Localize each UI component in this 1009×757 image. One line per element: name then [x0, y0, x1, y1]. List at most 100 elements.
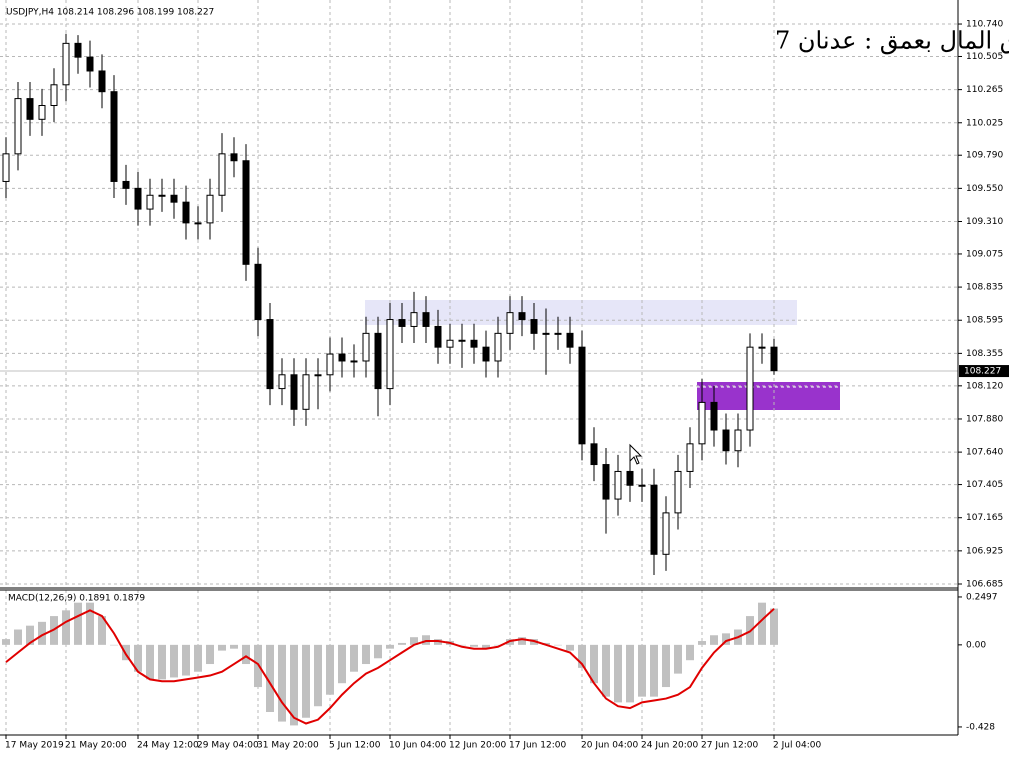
- candle-body: [110, 91, 118, 182]
- macd-bar: [302, 644, 310, 718]
- macd-bar: [338, 644, 346, 684]
- y-tick-label: 110.505: [966, 52, 1003, 62]
- candle-body: [326, 353, 334, 376]
- x-tick-label: 21 May 20:00: [65, 741, 127, 751]
- candle-body: [410, 312, 418, 327]
- macd-bar: [230, 644, 238, 649]
- y-tick-label: -0.428: [966, 722, 995, 732]
- y-tick-label: 0.00: [966, 640, 986, 650]
- candle-body: [470, 339, 478, 348]
- candle-body: [362, 332, 370, 362]
- x-tick-label: 10 Jun 04:00: [389, 741, 446, 751]
- macd-bar: [410, 637, 418, 645]
- candle-body: [398, 319, 406, 327]
- x-tick-label: 20 Jun 04:00: [581, 741, 638, 751]
- macd-bar: [182, 644, 190, 676]
- x-tick-label: 2 Jul 04:00: [773, 741, 822, 751]
- y-tick-label: 107.165: [966, 513, 1003, 523]
- candle-body: [386, 319, 394, 390]
- candle-body: [734, 429, 742, 452]
- candle-body: [218, 153, 226, 196]
- candle-body: [722, 429, 730, 452]
- candle-body: [338, 353, 346, 362]
- candle-body: [182, 201, 190, 224]
- macd-bar: [290, 644, 298, 726]
- candle-body: [770, 346, 778, 372]
- y-tick-label: 0.2497: [966, 592, 998, 602]
- x-tick-label: 24 Jun 20:00: [641, 741, 698, 751]
- candle-body: [566, 332, 574, 348]
- macd-bar: [602, 644, 610, 697]
- candle-body: [530, 319, 538, 334]
- macd-bar: [170, 644, 178, 678]
- candle-body: [458, 339, 466, 342]
- x-tick-label: 24 May 12:00: [137, 741, 199, 751]
- macd-bar: [242, 644, 250, 665]
- macd-bar: [470, 644, 478, 647]
- candle-body: [158, 194, 166, 197]
- y-tick-label: 109.550: [966, 184, 1003, 194]
- candle-body: [518, 312, 526, 321]
- macd-bar: [482, 644, 490, 649]
- candle-body: [302, 374, 310, 410]
- y-tick-label: 109.790: [966, 151, 1003, 161]
- macd-bar: [554, 644, 562, 646]
- x-tick-label: 27 Jun 12:00: [701, 741, 758, 751]
- candle-body: [2, 153, 10, 182]
- candle-body: [170, 194, 178, 203]
- macd-bar: [350, 644, 358, 672]
- macd-bar: [518, 637, 526, 645]
- macd-bar: [158, 644, 166, 680]
- candle-body: [710, 401, 718, 431]
- x-tick-label: 17 May 2019: [5, 741, 64, 751]
- macd-bar: [626, 644, 634, 703]
- candle-body: [374, 332, 382, 390]
- macd-bar: [578, 644, 586, 668]
- macd-bar: [206, 644, 214, 665]
- y-tick-label: 108.120: [966, 381, 1003, 391]
- candle-body: [446, 339, 454, 348]
- supply-zone: [365, 300, 797, 325]
- candle-body: [254, 263, 262, 321]
- macd-bar: [362, 644, 370, 665]
- candle-body: [674, 470, 682, 514]
- candle-body: [26, 98, 34, 120]
- candle-body: [50, 84, 58, 107]
- y-tick-label: 108.835: [966, 283, 1003, 293]
- x-tick-label: 31 May 20:00: [257, 741, 319, 751]
- y-tick-label: 108.355: [966, 349, 1003, 359]
- y-tick-label: 110.025: [966, 118, 1003, 128]
- x-tick-label: 5 Jun 12:00: [329, 741, 381, 751]
- macd-bar: [254, 644, 262, 688]
- x-tick-label: 12 Jun 20:00: [449, 741, 506, 751]
- macd-bar: [86, 602, 94, 645]
- candle-body: [314, 374, 322, 377]
- macd-bar: [566, 644, 574, 651]
- candle-body: [278, 374, 286, 390]
- macd-bar: [14, 629, 22, 645]
- y-tick-label: 107.640: [966, 448, 1003, 458]
- candle-body: [650, 484, 658, 555]
- candle-body: [194, 222, 202, 225]
- macd-bar: [674, 644, 682, 674]
- zones: [365, 300, 840, 410]
- macd-bar: [710, 635, 718, 645]
- candle-body: [578, 346, 586, 445]
- candle-body: [266, 319, 274, 390]
- macd-bar: [74, 602, 82, 645]
- candle-body: [14, 98, 22, 155]
- candle-body: [122, 180, 130, 189]
- macd-bar: [98, 616, 106, 645]
- y-tick-label: 107.880: [966, 414, 1003, 424]
- macd-bar: [398, 642, 406, 645]
- candle-body: [506, 312, 514, 334]
- macd-bar: [26, 625, 34, 645]
- macd-bar: [146, 644, 154, 680]
- y-tick-label: 109.075: [966, 249, 1003, 259]
- current-price-box: [959, 365, 1009, 378]
- x-tick-label: 17 Jun 12:00: [509, 741, 566, 751]
- candle-body: [206, 194, 214, 224]
- candle-body: [242, 160, 250, 265]
- candle-body: [86, 56, 94, 72]
